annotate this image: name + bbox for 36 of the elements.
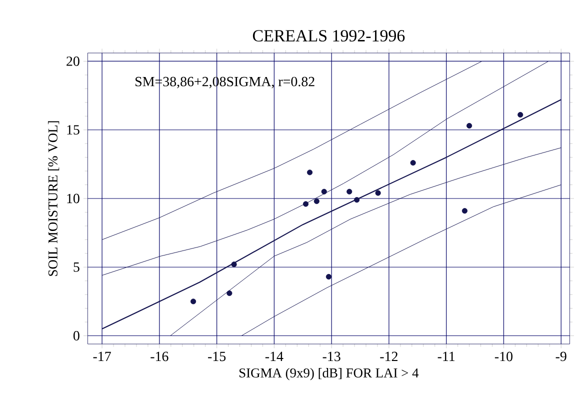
y-tick-label: 15 [67, 125, 80, 135]
point [346, 188, 352, 194]
x-tick-label: -16 [150, 352, 168, 362]
point [306, 170, 313, 176]
point [354, 197, 360, 203]
point [190, 298, 196, 304]
point [321, 188, 327, 194]
x-tick-label: -17 [93, 352, 111, 361]
line-series [102, 60, 482, 240]
x-tick-label: -15 [208, 352, 226, 362]
point [302, 201, 309, 207]
y-tick-label: 20 [66, 56, 80, 66]
point [231, 262, 237, 268]
x-tick-label: -14 [265, 352, 284, 361]
point [326, 274, 332, 280]
y-tick-label: 5 [74, 262, 80, 272]
x-tick-label: -13 [322, 352, 340, 362]
point [226, 290, 232, 296]
point [466, 122, 472, 129]
line-series [101, 99, 562, 330]
y-tick-label: 0 [73, 331, 80, 340]
x-tick-label: -10 [494, 352, 512, 362]
point [314, 198, 320, 204]
chart-title: CEREALS 1992-1996 [252, 30, 405, 42]
point [462, 208, 468, 214]
x-tick-label: -11 [438, 352, 455, 361]
point [375, 190, 381, 196]
x-axis-title: SIGMA (9x9) [dB] FOR LAI > 4 [240, 368, 419, 380]
x-tick-label: -9 [556, 352, 566, 362]
y-tick-label: 10 [67, 194, 80, 204]
line-series [102, 60, 549, 276]
x-tick-label: -12 [380, 352, 398, 362]
y-axis-title: SOIL MOISTURE [% VOL] [48, 121, 60, 276]
point [518, 112, 524, 118]
line-series [170, 147, 562, 336]
point [410, 160, 416, 166]
